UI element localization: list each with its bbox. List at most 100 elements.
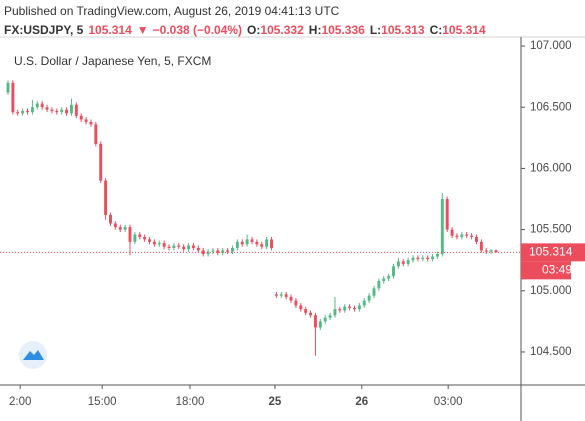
open-value: 105.332 <box>260 23 304 37</box>
candle-body <box>392 266 395 277</box>
candle-body <box>143 236 147 240</box>
candle-body <box>16 112 20 114</box>
candle-body <box>328 315 332 318</box>
x-tick-label: 18:00 <box>176 396 205 408</box>
candle-body <box>265 239 269 247</box>
candle-body <box>309 312 313 316</box>
candle-body <box>294 300 298 306</box>
candle-body <box>167 246 171 248</box>
candle-body <box>465 234 469 236</box>
x-tick-label: 03:00 <box>434 396 463 408</box>
candle-body <box>450 229 454 236</box>
high-value: 105.336 <box>321 23 365 37</box>
symbol: FX:USDJPY, 5 <box>4 23 84 37</box>
logo <box>19 341 47 369</box>
candle-body <box>372 288 376 296</box>
candle-body <box>113 223 117 228</box>
change: −0.038 (−0.04%) <box>153 23 242 37</box>
candle-body <box>377 280 381 289</box>
candle-body <box>343 306 347 311</box>
candle-body <box>357 305 361 310</box>
y-tick-label: 107.000 <box>530 40 572 52</box>
candle-body <box>382 278 386 281</box>
candle-body <box>157 243 161 245</box>
candle-body <box>30 107 34 113</box>
candle-body <box>250 239 254 242</box>
change-arrow: ▼ <box>137 23 149 37</box>
candle-body <box>455 235 459 237</box>
candle-body <box>35 103 39 108</box>
candle-body <box>367 295 371 301</box>
candle-body <box>445 199 449 230</box>
candle-body <box>74 104 78 116</box>
x-tick-label: 25 <box>269 396 282 408</box>
candle-body <box>94 124 98 144</box>
y-tick-label: 104.500 <box>530 346 572 358</box>
low-label: L: <box>370 23 381 37</box>
candle-body <box>21 110 25 114</box>
y-tick-label: 105.500 <box>530 224 572 236</box>
candle-body <box>323 317 327 322</box>
candle-body <box>133 234 137 242</box>
published: Published on TradingView.com, August 26,… <box>4 4 340 18</box>
candle-body <box>333 309 337 316</box>
candle-body <box>411 257 415 261</box>
countdown-box <box>521 261 571 280</box>
x-tick-label: 2:00 <box>9 396 31 408</box>
candle-body <box>489 250 493 252</box>
countdown: 03:49 <box>542 263 572 277</box>
candle-body <box>475 236 478 242</box>
candle-body <box>89 121 93 125</box>
low-value: 105.313 <box>381 23 425 37</box>
candle-body <box>55 110 59 113</box>
candle-body <box>362 300 366 306</box>
candle-body <box>26 110 29 113</box>
candle-body <box>460 234 464 237</box>
candle-body <box>206 251 210 255</box>
candle-body <box>318 321 322 328</box>
chart-legend: U.S. Dollar / Japanese Yen, 5, FXCM <box>14 54 211 68</box>
candle-body <box>421 257 425 259</box>
candle-body <box>60 109 64 113</box>
candle-body <box>148 239 151 242</box>
candle-body <box>401 261 405 264</box>
candle-body <box>284 294 288 297</box>
candle-body <box>162 243 166 247</box>
candle-body <box>6 82 10 93</box>
candle-body <box>479 241 483 251</box>
candle-body <box>118 227 122 230</box>
x-tick-label: 15:00 <box>88 396 117 408</box>
candle-body <box>396 261 400 267</box>
candle-body <box>177 245 181 247</box>
candle-body <box>387 276 391 279</box>
candle-body <box>201 250 205 255</box>
candle-body <box>172 245 176 248</box>
open-label: O: <box>247 23 260 37</box>
candle-body <box>338 309 342 311</box>
candle-body <box>484 250 488 252</box>
candle-body <box>50 109 54 111</box>
candle-body <box>255 241 259 245</box>
candle-body <box>211 250 215 252</box>
candle-body <box>245 239 249 245</box>
candle-body <box>353 307 356 310</box>
high-label: H: <box>309 23 322 37</box>
candle-body <box>235 241 239 248</box>
candle-body <box>187 245 191 250</box>
candle-body <box>84 119 88 122</box>
candle-body <box>128 227 132 242</box>
candle-body <box>152 241 156 245</box>
last-price: 105.314 <box>88 23 132 37</box>
candle-body <box>191 245 195 248</box>
candle-body <box>406 260 410 264</box>
candle-body <box>426 257 430 259</box>
x-tick-label: 26 <box>355 396 368 408</box>
candle-body <box>221 250 225 253</box>
close-label: C: <box>430 23 443 37</box>
candle-body <box>231 247 234 252</box>
symbol-line: FX:USDJPY, 5 105.314 ▼ −0.038 (−0.04%) O:105… <box>4 23 486 37</box>
candle-body <box>216 250 220 253</box>
candle-body <box>40 103 44 108</box>
candle-body <box>313 315 317 328</box>
